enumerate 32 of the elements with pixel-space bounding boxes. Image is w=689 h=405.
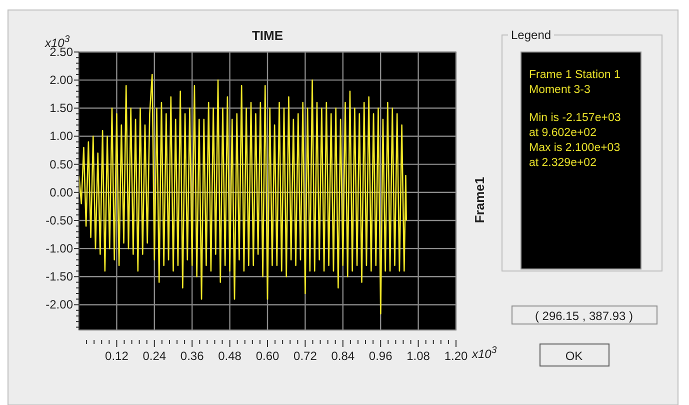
y-tick-label: 0.50 [50,157,74,172]
x-tick-label: 0.60 [256,349,280,363]
line-series [78,74,408,314]
text: at 2.329e+02 [529,157,596,169]
text: x10$^{3}$ [471,344,498,361]
y-tick-label: -1.50 [46,270,74,284]
x-tick-label: 0.48 [218,349,242,363]
text: at 9.602e+02 [529,127,596,139]
x-tick-label: 0.12 [105,349,129,363]
y-tick-label: 0.00 [50,185,74,200]
text: OK [565,349,583,363]
text: Moment 3-3 [529,84,590,96]
x-tick-label: 0.24 [142,349,166,363]
x-tick-label: 1.08 [406,349,430,363]
x-tick-label: 0.96 [368,349,393,363]
text: ( 296.15 , 387.93 ) [534,309,634,323]
y-tick-label: 1.50 [50,101,74,116]
text: Frame1 [472,176,487,224]
x-tick-label: 0.72 [294,349,318,363]
text: Max is 2.100e+03 [529,142,620,154]
y-tick-label: -1.00 [46,242,74,256]
y-tick-label: -0.50 [46,213,74,228]
x-tick-label: 0.36 [180,349,204,363]
x-tick-label: 0.84 [331,349,355,363]
y-tick-label: 1.00 [50,129,74,144]
y-tick-label: 2.00 [50,73,74,88]
text: Legend [511,28,552,42]
text: Frame 1 Station 1 [529,69,620,81]
chart-title: TIME [252,28,284,43]
text: Min is -2.157e+03 [529,112,621,124]
x-tick-label: 1.20 [444,349,468,363]
y-tick-label: -2.00 [46,298,74,312]
